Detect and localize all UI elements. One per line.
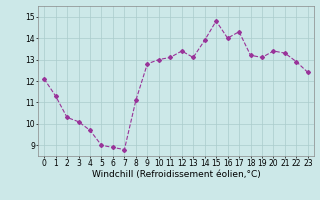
X-axis label: Windchill (Refroidissement éolien,°C): Windchill (Refroidissement éolien,°C) [92,170,260,179]
